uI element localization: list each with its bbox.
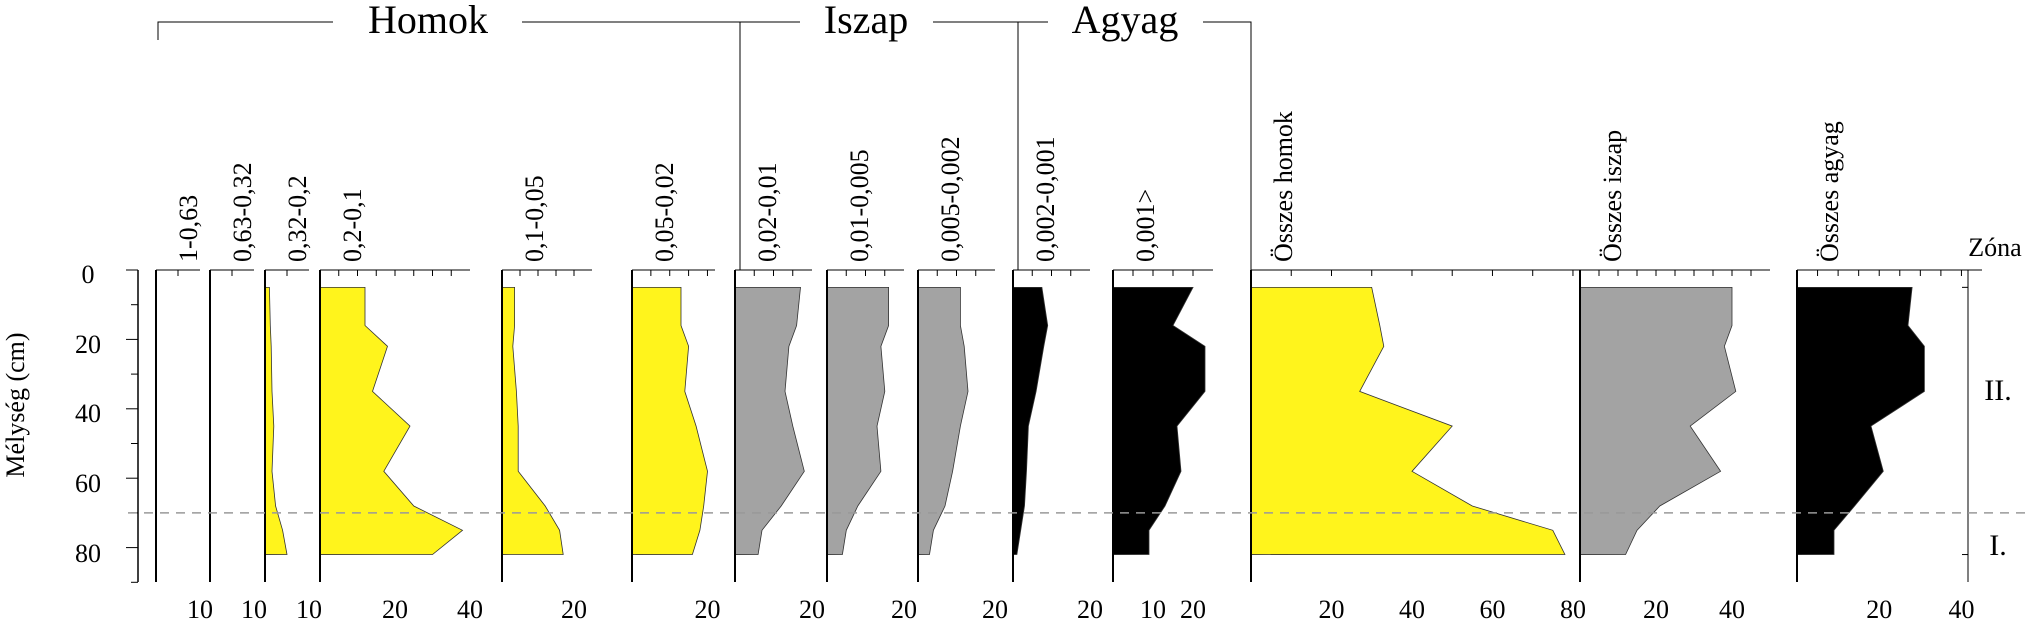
- x-tick-label: 20: [1077, 595, 1103, 624]
- column-title: 0,63-0,32: [228, 162, 257, 262]
- column-title: Összes iszap: [1598, 130, 1627, 262]
- panels: 10 1-0,63 10 0,63-0,32 10 0,32-0,2 20 40 0,2-0,1…: [155, 111, 1982, 624]
- x-tick-label: 10: [241, 595, 267, 624]
- x-tick-label: 20: [382, 595, 408, 624]
- zone-column: Zóna II. I.: [1967, 233, 2022, 582]
- x-tick-label: 20: [1180, 595, 1206, 624]
- panel: 10 1-0,63: [155, 195, 213, 624]
- x-tick-label: 20: [561, 595, 587, 624]
- depth-tick-label: 60: [75, 469, 101, 498]
- panel: 20 0,005-0,002: [917, 136, 1008, 624]
- panel: 10 20 0,001>: [1112, 189, 1213, 624]
- x-tick-label: 20: [982, 595, 1008, 624]
- profile-area: [501, 286, 564, 555]
- column-title: 0,32-0,2: [283, 175, 312, 262]
- profile-area: [1796, 286, 1925, 555]
- x-tick-label: 20: [891, 595, 917, 624]
- x-tick-label: 10: [296, 595, 322, 624]
- panel: 20 0,05-0,02: [631, 162, 720, 624]
- profile-area: [319, 286, 464, 555]
- profile-area: [631, 286, 708, 555]
- depth-ticks: [126, 269, 138, 583]
- group-label-iszap: Iszap: [824, 0, 908, 42]
- x-tick-label: 40: [1399, 595, 1425, 624]
- column-title: 1-0,63: [174, 195, 203, 262]
- panel: 20 40 0,2-0,1: [319, 188, 483, 624]
- column-title: 0,2-0,1: [338, 188, 367, 262]
- depth-tick-label: 80: [75, 539, 101, 568]
- x-tick-label: 20: [694, 595, 720, 624]
- group-label-homok: Homok: [368, 0, 488, 42]
- x-tick-label: 80: [1560, 595, 1586, 624]
- panel: 10 0,63-0,32: [209, 162, 267, 624]
- x-tick-label: 10: [1140, 595, 1166, 624]
- panel: 20 0,002-0,001: [1012, 136, 1103, 624]
- x-tick-label: 20: [1643, 595, 1669, 624]
- column-title: 0,02-0,01: [753, 162, 782, 262]
- profile-area: [1112, 286, 1206, 555]
- profile-area: [1579, 286, 1737, 555]
- depth-tick-label: 40: [75, 399, 101, 428]
- zone-header: Zóna: [1968, 233, 2022, 262]
- column-title: 0,005-0,002: [936, 136, 965, 262]
- x-tick-label: 20: [1866, 595, 1892, 624]
- profile-area: [264, 286, 288, 555]
- group-brackets: Homok Iszap Agyag: [157, 0, 1252, 270]
- profile-area: [734, 286, 805, 555]
- panel: 10 0,32-0,2: [264, 175, 322, 624]
- group-label-agyag: Agyag: [1072, 0, 1179, 42]
- depth-axis: Mélység (cm) 0 20 40 60 80: [1, 260, 139, 583]
- profile-area: [1012, 286, 1049, 555]
- x-tick-label: 40: [1719, 595, 1745, 624]
- x-tick-label: 40: [457, 595, 483, 624]
- x-tick-label: 20: [1318, 595, 1344, 624]
- x-tick-label: 10: [187, 595, 213, 624]
- x-tick-label: 40: [1948, 595, 1974, 624]
- column-title: 0,002-0,001: [1031, 136, 1060, 262]
- panel: 20 40 Összes iszap: [1579, 130, 1770, 624]
- panel: 20 0,1-0,05: [501, 175, 592, 624]
- zone-label-lower: I.: [1989, 529, 2007, 562]
- x-tick-label: 60: [1479, 595, 1505, 624]
- zone-label-upper: II.: [1984, 374, 2011, 407]
- x-tick-label: 20: [799, 595, 825, 624]
- panel: 20 0,01-0,005: [826, 149, 917, 624]
- profile-area: [1250, 286, 1566, 555]
- column-title: 0,01-0,005: [845, 149, 874, 262]
- column-title: 0,05-0,02: [650, 162, 679, 262]
- panel: 20 0,02-0,01: [734, 162, 825, 624]
- panel: 20 40 60 80 Összes homok: [1250, 111, 1586, 624]
- depth-axis-label: Mélység (cm): [1, 332, 30, 477]
- profile-area: [826, 286, 889, 555]
- column-title: Összes agyag: [1815, 121, 1844, 262]
- column-title: Összes homok: [1269, 111, 1298, 262]
- column-title: 0,001>: [1131, 189, 1160, 262]
- column-title: 0,1-0,05: [520, 175, 549, 262]
- panel: 20 40 Összes agyag: [1796, 121, 1982, 624]
- profile-area: [917, 286, 969, 555]
- depth-tick-label: 0: [82, 260, 95, 289]
- depth-tick-label: 20: [75, 330, 101, 359]
